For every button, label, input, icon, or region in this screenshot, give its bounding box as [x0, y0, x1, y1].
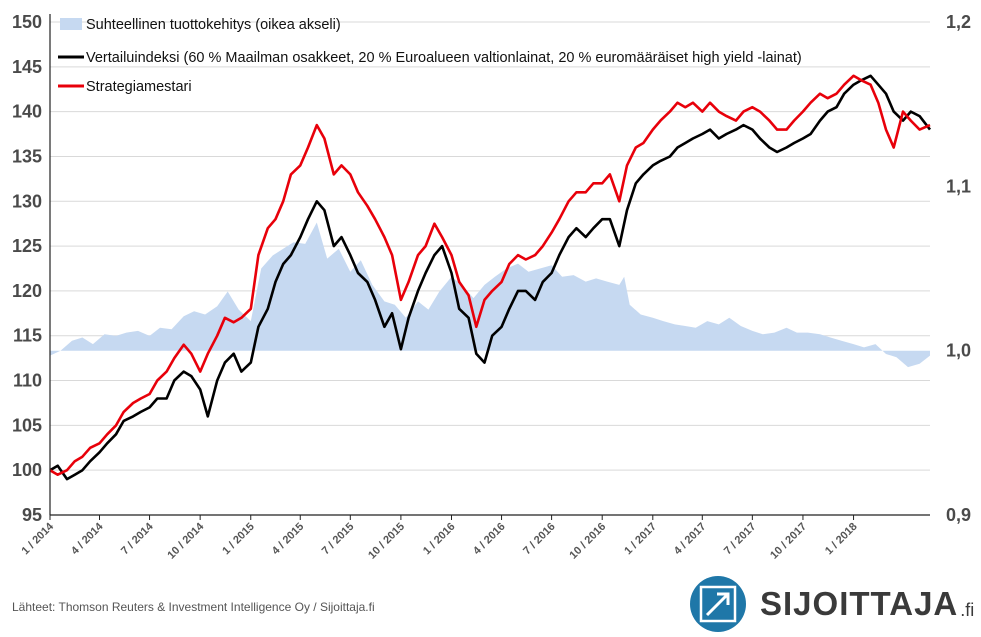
- y-left-tick-label: 120: [12, 281, 42, 301]
- y-right-tick-label: 1,0: [946, 341, 971, 361]
- legend: Suhteellinen tuottokehitys (oikea akseli…: [58, 17, 802, 95]
- x-tick-label: 1 / 2015: [220, 521, 257, 558]
- series-lines: [49, 74, 932, 481]
- y-left-tick-label: 150: [12, 12, 42, 32]
- x-tick-label: 4 / 2014: [69, 520, 106, 557]
- x-tick-label: 4 / 2017: [672, 521, 709, 558]
- x-tick-label: 4 / 2016: [471, 521, 508, 558]
- x-tick-label: 10 / 2014: [165, 520, 207, 562]
- series-line-benchmark: [49, 74, 932, 481]
- y-left-tick-label: 100: [12, 460, 42, 480]
- y-right-tick-label: 1,1: [946, 176, 971, 196]
- brand-logo[interactable]: SIJOITTAJA .fi: [690, 575, 974, 633]
- y-left-tick-label: 95: [22, 505, 42, 525]
- brand-tld: .fi: [960, 599, 975, 620]
- y-right-tick-label: 0,9: [946, 505, 971, 525]
- x-tick-label: 4 / 2015: [270, 521, 307, 558]
- x-tick-label: 7 / 2015: [320, 521, 357, 558]
- logo-arrow-icon: [690, 576, 746, 632]
- legend-label-benchmark: Vertailuindeksi (60 % Maailman osakkeet,…: [86, 50, 802, 66]
- y-left-tick-label: 105: [12, 415, 42, 435]
- legend-label-area: Suhteellinen tuottokehitys (oikea akseli…: [86, 17, 341, 33]
- y-left-tick-label: 140: [12, 102, 42, 122]
- gridlines: [50, 21, 930, 516]
- x-tick-label: 1 / 2017: [622, 521, 659, 558]
- legend-swatch-area: [60, 18, 82, 30]
- y-left-tick-label: 115: [13, 326, 42, 346]
- x-tick-label: 7 / 2016: [521, 521, 558, 558]
- y-left-tick-label: 145: [12, 57, 42, 77]
- x-tick-label: 1 / 2014: [20, 520, 57, 557]
- y-left-tick-label: 135: [12, 146, 42, 166]
- x-tick-label: 1 / 2016: [421, 521, 458, 558]
- legend-label-strategy: Strategiamestari: [86, 79, 192, 95]
- x-tick-label: 10 / 2016: [567, 521, 608, 562]
- series-line-strategy: [49, 74, 931, 476]
- y-right-tick-label: 1,2: [946, 12, 971, 32]
- x-tick-label: 7 / 2017: [722, 521, 759, 558]
- x-tick-label: 10 / 2015: [366, 521, 407, 562]
- x-tick-label: 7 / 2014: [119, 520, 156, 557]
- y-left-tick-label: 110: [13, 371, 42, 391]
- y-left-tick-label: 130: [12, 191, 42, 211]
- brand-name: SIJOITTAJA: [760, 585, 959, 622]
- x-tick-label: 1 / 2018: [823, 521, 860, 558]
- y-left-tick-label: 125: [12, 236, 42, 256]
- x-tick-label: 10 / 2017: [768, 521, 809, 562]
- source-note: Lähteet: Thomson Reuters & Investment In…: [12, 600, 375, 614]
